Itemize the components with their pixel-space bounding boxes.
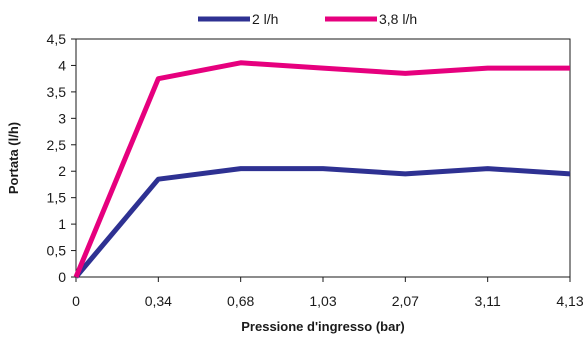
x-tick-label: 0,68	[227, 293, 254, 309]
x-tick-label: 0,34	[145, 293, 172, 309]
y-tick-label: 2	[58, 163, 66, 179]
x-tick-label: 1,03	[309, 293, 336, 309]
series-lines	[73, 60, 571, 279]
series-line-1	[74, 166, 571, 279]
series-line-2	[73, 60, 570, 278]
x-tick-label: 4,13	[556, 293, 583, 309]
y-axis-title: Portata (l/h)	[6, 122, 21, 194]
legend: 2 l/h 3,8 l/h	[198, 11, 417, 27]
y-tick-label: 0	[58, 269, 66, 285]
y-tick-label: 4	[58, 57, 66, 73]
legend-label-2: 3,8 l/h	[379, 11, 417, 27]
y-tick-label: 3	[58, 110, 66, 126]
x-tick-label: 3,11	[475, 293, 501, 309]
x-tick-label: 0	[72, 293, 80, 309]
x-axis-title: Pressione d'ingresso (bar)	[241, 319, 404, 334]
y-tick-label: 3,5	[47, 84, 67, 100]
y-tick-label: 1,5	[47, 190, 67, 206]
y-tick-label: 2,5	[47, 137, 67, 153]
y-tick-label: 0,5	[47, 243, 67, 259]
y-axis: 0 0,5 1 1,5 2 2,5 3 3,5 4 4,5	[47, 31, 76, 285]
y-tick-label: 4,5	[47, 31, 67, 47]
x-axis: 0 0,34 0,68 1,03 2,07 3,11 4,13	[72, 277, 584, 309]
y-tick-label: 1	[58, 216, 66, 232]
plot-area-frame	[75, 38, 571, 278]
legend-label-1: 2 l/h	[252, 11, 278, 27]
x-tick-label: 2,07	[392, 293, 419, 309]
